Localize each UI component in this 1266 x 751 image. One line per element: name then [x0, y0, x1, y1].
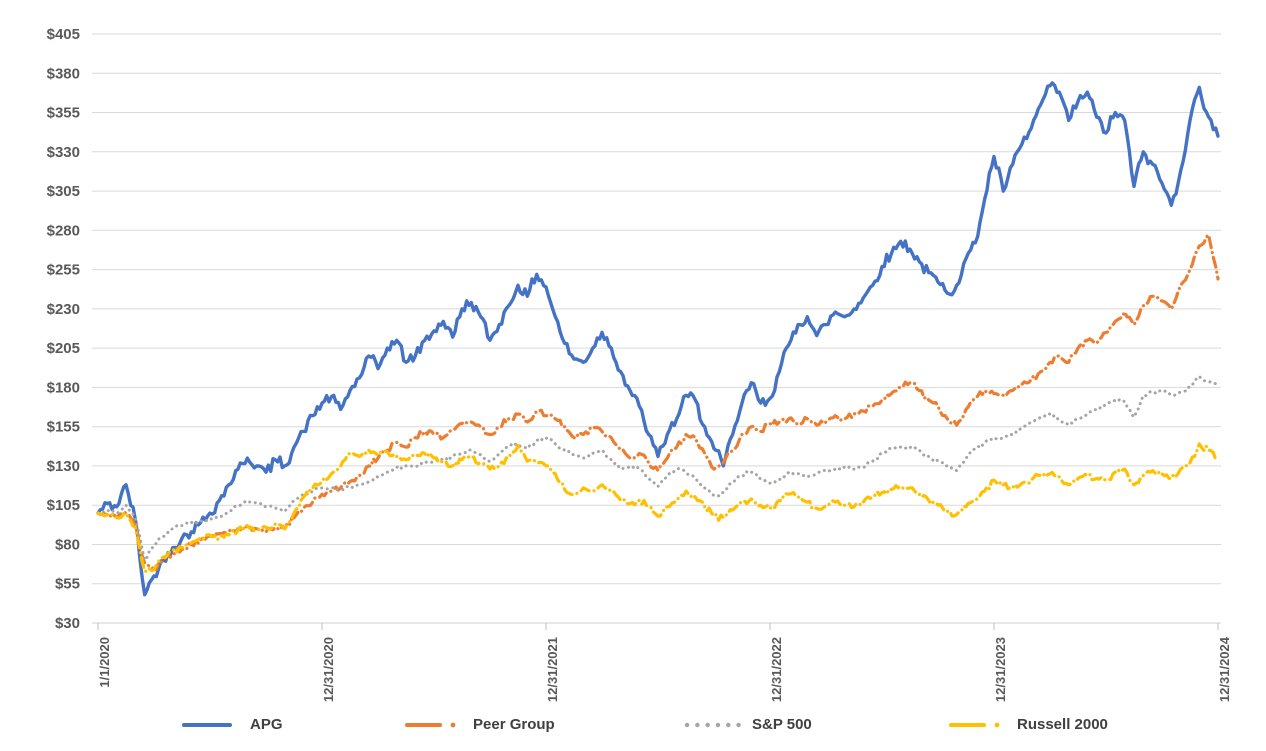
y-axis-label: $280 [47, 222, 80, 239]
y-axis-label: $355 [47, 105, 80, 122]
y-axis-label: $130 [47, 458, 80, 475]
legend-marker-russell-2000-dash-dot-line [949, 722, 1000, 728]
line-series-peer-group [96, 233, 1220, 572]
line-series-russell-2000 [96, 442, 1220, 573]
legend-marker-peer-group-dash-dot-line [405, 722, 456, 728]
y-axis-label: $380 [47, 65, 80, 82]
x-axis-label: 12/31/2020 [321, 637, 336, 702]
legend-marker-sp500-dotted-line [684, 722, 745, 728]
legend-label-apg: APG [250, 716, 283, 733]
y-axis-label: $155 [47, 419, 80, 436]
x-axis: 1/1/2020 12/31/2020 12/31/2021 12/31/2022 12… [97, 623, 1232, 702]
legend-item-sp500: S&P 500 [683, 716, 812, 734]
x-axis-label: 12/31/2024 [1217, 636, 1232, 702]
legend-label-peer-group: Peer Group [473, 716, 555, 733]
legend-item-russell-2000: Russell 2000 [948, 716, 1108, 734]
gridlines [92, 33, 1221, 624]
x-axis-label: 1/1/2020 [97, 637, 112, 688]
y-axis-label: $330 [47, 144, 80, 161]
y-axis-label: $230 [47, 301, 80, 318]
x-axis-label: 12/31/2023 [993, 637, 1008, 702]
x-axis-label: 12/31/2022 [769, 637, 784, 702]
legend-label-sp500: S&P 500 [752, 716, 812, 733]
y-axis-label: $80 [55, 537, 80, 554]
legend-item-apg: APG [181, 716, 283, 734]
y-axis-label: $30 [55, 615, 80, 632]
y-axis-label: $205 [47, 340, 80, 357]
legend-label-russell-2000: Russell 2000 [1017, 716, 1108, 733]
y-axis-label: $105 [47, 497, 80, 514]
legend-marker-apg-solid-line [182, 723, 232, 727]
y-axis-label: $180 [47, 379, 80, 396]
y-axis-label: $405 [47, 26, 80, 43]
legend-item-peer-group: Peer Group [404, 716, 555, 734]
x-axis-label: 12/31/2021 [545, 637, 560, 702]
y-axis-labels: $405 $380 $355 $330 $305 $280 $255 $230 $205 $180… [47, 26, 80, 632]
line-series-s-p-500 [96, 374, 1220, 562]
y-axis-label: $55 [55, 576, 80, 593]
line-series-apg [96, 81, 1220, 597]
y-axis-label: $255 [47, 262, 80, 279]
y-axis-label: $305 [47, 183, 80, 200]
